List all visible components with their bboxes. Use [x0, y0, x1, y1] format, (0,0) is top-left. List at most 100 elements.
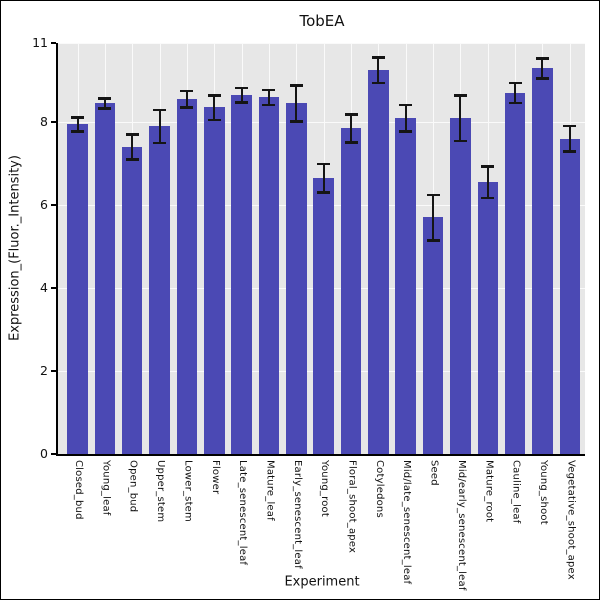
x-tick-label: Mid/early_senescent_leaf	[455, 460, 467, 591]
x-tick-label: Cotyledons	[373, 460, 385, 518]
error-bar-cap-top	[508, 81, 522, 85]
error-bar-stem	[350, 114, 352, 143]
bar	[176, 99, 198, 454]
error-bar-cap-bottom	[426, 239, 440, 242]
error-bar-stem	[404, 104, 407, 132]
error-bar-cap-top	[453, 94, 467, 97]
error-bar-cap-bottom	[535, 77, 549, 80]
chart-title: TobEA	[299, 12, 345, 30]
error-bar-cap-bottom	[399, 130, 413, 133]
error-bar-cap-top	[481, 165, 495, 168]
bar	[121, 146, 143, 454]
y-tick-mark	[51, 287, 56, 289]
y-tick-mark	[51, 42, 56, 44]
error-bar-stem	[158, 109, 161, 143]
error-bar-cap-top	[180, 89, 194, 93]
error-bar-cap-bottom	[207, 118, 221, 122]
error-bar-cap-top	[235, 86, 249, 90]
error-bar-stem	[267, 89, 270, 105]
error-bar-cap-top	[399, 103, 413, 107]
bar	[231, 95, 252, 454]
error-bar-cap-bottom	[153, 141, 167, 145]
y-axis-line	[56, 43, 58, 454]
bar	[559, 138, 581, 454]
error-bar-cap-top	[98, 97, 112, 100]
error-bar-cap-top	[563, 124, 577, 128]
x-tick-label: Vegetative_shoot_apex	[565, 460, 577, 580]
error-bar-cap-top	[317, 162, 331, 166]
bar	[286, 103, 307, 454]
error-bar-stem	[514, 82, 517, 103]
bar	[422, 217, 444, 454]
error-bar-cap-bottom	[317, 191, 331, 194]
x-tick-label: Floral_shoot_apex	[346, 460, 358, 554]
error-bar-cap-bottom	[235, 101, 249, 104]
bar	[368, 70, 389, 454]
gridline-horizontal	[58, 121, 585, 123]
error-bar-stem	[568, 125, 571, 152]
error-bar-cap-top	[207, 94, 221, 97]
error-bar-cap-top	[153, 108, 167, 112]
x-tick-label: Mature_root	[483, 460, 495, 523]
bar	[258, 97, 280, 454]
error-bar-cap-bottom	[180, 106, 194, 109]
error-bar-cap-top	[125, 133, 139, 136]
error-bar-cap-top	[262, 88, 276, 92]
error-bar-cap-bottom	[453, 139, 467, 143]
x-tick-label: Young_shoot	[537, 460, 549, 525]
error-bar-cap-bottom	[344, 141, 358, 144]
error-bar-cap-top	[371, 56, 385, 59]
y-tick-label: 0	[40, 446, 48, 461]
error-bar-stem	[377, 57, 380, 83]
bar	[94, 103, 116, 454]
error-bar-stem	[213, 95, 216, 120]
error-bar-cap-bottom	[125, 158, 139, 161]
x-axis-line	[56, 454, 585, 456]
error-bar-cap-bottom	[563, 150, 577, 153]
error-bar-cap-bottom	[508, 101, 522, 105]
x-tick-label: Upper_stem	[155, 460, 167, 523]
x-tick-label: Cauline_leaf	[510, 460, 522, 524]
x-tick-label: Mid/late_senescent_leaf	[401, 460, 413, 585]
error-bar-cap-bottom	[262, 103, 276, 107]
bar	[395, 117, 416, 454]
error-bar-stem	[295, 85, 298, 122]
error-bar-stem	[432, 194, 435, 241]
error-bar-cap-bottom	[98, 107, 112, 110]
bar	[67, 124, 88, 454]
y-tick-mark	[51, 453, 56, 455]
y-tick-mark	[51, 121, 56, 123]
x-tick-label: Mature_leaf	[264, 460, 276, 521]
y-axis-title: Expression_(Fluor._Intensity)	[7, 155, 23, 341]
error-bar-cap-top	[426, 193, 440, 197]
error-bar-cap-top	[535, 57, 549, 60]
error-bar-stem	[76, 117, 79, 132]
y-tick-label: 2	[40, 363, 48, 378]
x-tick-label: Lower_stem	[182, 460, 194, 522]
y-tick-label: 4	[40, 280, 48, 295]
bar	[149, 126, 170, 454]
error-bar-cap-bottom	[71, 130, 84, 133]
error-bar-stem	[185, 90, 188, 108]
bar	[204, 107, 225, 454]
bar	[313, 178, 334, 454]
bar	[340, 128, 362, 454]
x-tick-label: Late_senescent_leaf	[237, 460, 249, 566]
gridline-horizontal	[58, 42, 585, 44]
bar	[504, 92, 526, 454]
x-tick-label: Seed	[428, 460, 440, 486]
error-bar-stem	[131, 134, 134, 160]
x-tick-label: Early_senescent_leaf	[291, 460, 303, 569]
x-tick-label: Young_leaf	[100, 460, 112, 516]
bar	[477, 182, 498, 454]
y-tick-mark	[51, 370, 56, 372]
y-tick-label: 6	[40, 197, 48, 212]
y-tick-mark	[51, 204, 56, 206]
error-bar-cap-bottom	[481, 196, 495, 200]
error-bar-cap-bottom	[371, 81, 385, 85]
error-bar-stem	[459, 95, 462, 141]
x-tick-label: Flower	[209, 460, 221, 495]
error-bar-stem	[486, 166, 489, 198]
y-tick-label: 8	[40, 114, 48, 129]
